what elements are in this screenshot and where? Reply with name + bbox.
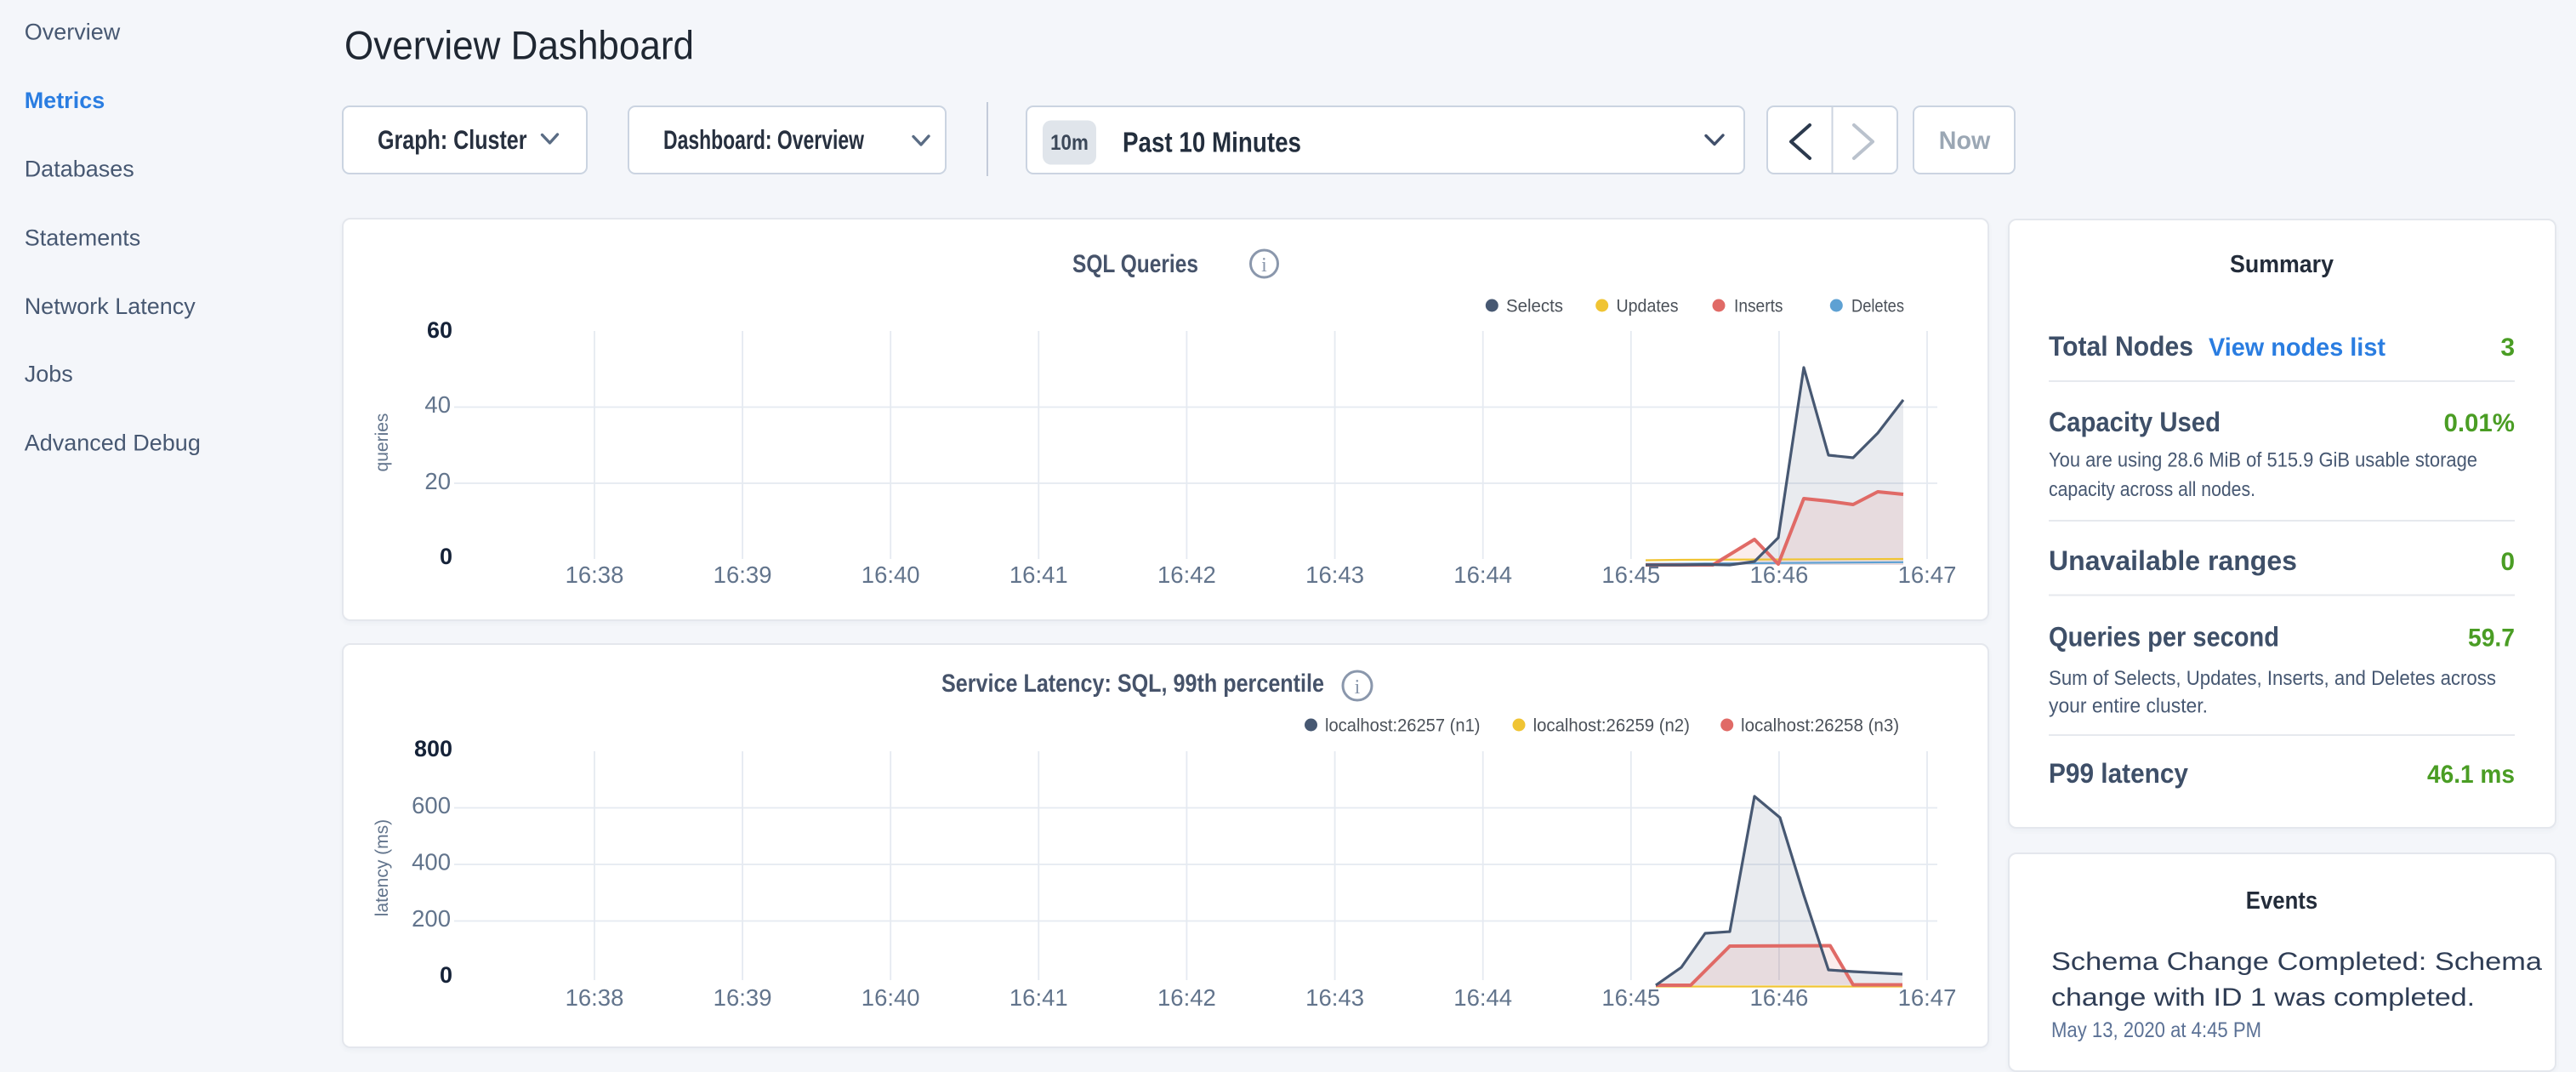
svg-text:16:43: 16:43 xyxy=(1305,984,1364,1011)
svg-text:P99 latency: P99 latency xyxy=(2049,758,2188,789)
svg-text:i: i xyxy=(1261,254,1267,277)
svg-text:3: 3 xyxy=(2500,334,2515,362)
svg-text:Jobs: Jobs xyxy=(25,362,73,387)
svg-text:16:47: 16:47 xyxy=(1898,984,1957,1011)
svg-text:Inserts: Inserts xyxy=(1734,296,1783,316)
svg-text:40: 40 xyxy=(424,391,451,418)
svg-text:localhost:26259 (n2): localhost:26259 (n2) xyxy=(1533,716,1690,736)
svg-text:16:38: 16:38 xyxy=(566,984,624,1011)
svg-text:16:45: 16:45 xyxy=(1601,562,1660,588)
svg-text:0.01%: 0.01% xyxy=(2444,409,2516,437)
svg-text:16:46: 16:46 xyxy=(1749,562,1808,588)
svg-text:Deletes: Deletes xyxy=(1851,296,1904,316)
svg-text:16:39: 16:39 xyxy=(714,984,772,1011)
svg-text:600: 600 xyxy=(412,792,451,818)
svg-text:46.1 ms: 46.1 ms xyxy=(2427,761,2515,789)
svg-text:Queries per second: Queries per second xyxy=(2049,622,2279,653)
svg-text:800: 800 xyxy=(414,736,452,761)
svg-text:16:42: 16:42 xyxy=(1157,984,1216,1011)
svg-text:May 13, 2020 at 4:45 PM: May 13, 2020 at 4:45 PM xyxy=(2051,1018,2261,1042)
svg-text:Statements: Statements xyxy=(25,225,141,250)
svg-text:Metrics: Metrics xyxy=(25,88,105,113)
svg-text:Summary: Summary xyxy=(2230,251,2334,278)
svg-text:16:38: 16:38 xyxy=(566,562,624,588)
svg-text:capacity across all nodes.: capacity across all nodes. xyxy=(2049,478,2255,501)
svg-text:Dashboard: Overview: Dashboard: Overview xyxy=(663,124,864,155)
svg-text:10m: 10m xyxy=(1050,131,1089,155)
svg-text:change with ID 1 was completed: change with ID 1 was completed. xyxy=(2051,984,2475,1012)
svg-text:16:39: 16:39 xyxy=(714,562,772,588)
svg-text:Graph: Cluster: Graph: Cluster xyxy=(378,124,527,155)
svg-text:20: 20 xyxy=(424,468,451,494)
svg-text:Service Latency: SQL, 99th per: Service Latency: SQL, 99th percentile xyxy=(941,670,1324,698)
svg-text:Databases: Databases xyxy=(25,157,134,182)
svg-text:localhost:26258 (n3): localhost:26258 (n3) xyxy=(1741,716,1899,736)
svg-text:16:40: 16:40 xyxy=(862,984,920,1011)
svg-text:16:44: 16:44 xyxy=(1453,984,1512,1011)
svg-text:SQL Queries: SQL Queries xyxy=(1072,250,1198,278)
svg-text:Now: Now xyxy=(1939,127,1991,155)
svg-text:60: 60 xyxy=(427,317,452,343)
svg-text:0: 0 xyxy=(440,544,452,569)
svg-text:0: 0 xyxy=(440,962,452,988)
svg-text:16:41: 16:41 xyxy=(1009,562,1068,588)
svg-text:Selects: Selects xyxy=(1506,296,1563,316)
svg-text:Overview: Overview xyxy=(25,19,121,44)
svg-text:Total Nodes: Total Nodes xyxy=(2049,331,2193,362)
svg-text:Overview Dashboard: Overview Dashboard xyxy=(344,23,694,68)
svg-text:16:45: 16:45 xyxy=(1601,984,1660,1011)
svg-text:Capacity Used: Capacity Used xyxy=(2049,407,2221,437)
svg-text:400: 400 xyxy=(412,849,451,875)
svg-text:16:41: 16:41 xyxy=(1009,984,1068,1011)
svg-text:queries: queries xyxy=(372,413,392,472)
svg-text:Events: Events xyxy=(2246,887,2317,915)
svg-text:Unavailable ranges: Unavailable ranges xyxy=(2049,545,2297,576)
svg-text:View nodes list: View nodes list xyxy=(2209,334,2386,362)
svg-text:Advanced Debug: Advanced Debug xyxy=(25,430,201,455)
svg-text:Sum of Selects, Updates, Inser: Sum of Selects, Updates, Inserts, and De… xyxy=(2049,667,2496,690)
svg-text:16:43: 16:43 xyxy=(1305,562,1364,588)
svg-text:16:44: 16:44 xyxy=(1453,562,1512,588)
svg-text:16:46: 16:46 xyxy=(1749,984,1808,1011)
svg-text:your entire cluster.: your entire cluster. xyxy=(2049,695,2208,718)
svg-text:Past 10 Minutes: Past 10 Minutes xyxy=(1123,127,1301,158)
svg-text:i: i xyxy=(1355,676,1361,699)
svg-text:16:40: 16:40 xyxy=(862,562,920,588)
svg-text:16:47: 16:47 xyxy=(1898,562,1957,588)
svg-text:You are using 28.6 MiB of 515.: You are using 28.6 MiB of 515.9 GiB usab… xyxy=(2049,449,2477,472)
svg-text:Schema Change Completed: Schem: Schema Change Completed: Schema xyxy=(2051,948,2542,976)
svg-text:59.7: 59.7 xyxy=(2468,624,2515,653)
svg-text:0: 0 xyxy=(2500,548,2515,576)
svg-text:latency (ms): latency (ms) xyxy=(372,819,392,916)
svg-text:Updates: Updates xyxy=(1617,296,1679,316)
svg-text:200: 200 xyxy=(412,905,451,932)
svg-text:localhost:26257 (n1): localhost:26257 (n1) xyxy=(1325,716,1481,736)
svg-text:16:42: 16:42 xyxy=(1157,562,1216,588)
svg-text:Network Latency: Network Latency xyxy=(25,294,196,319)
